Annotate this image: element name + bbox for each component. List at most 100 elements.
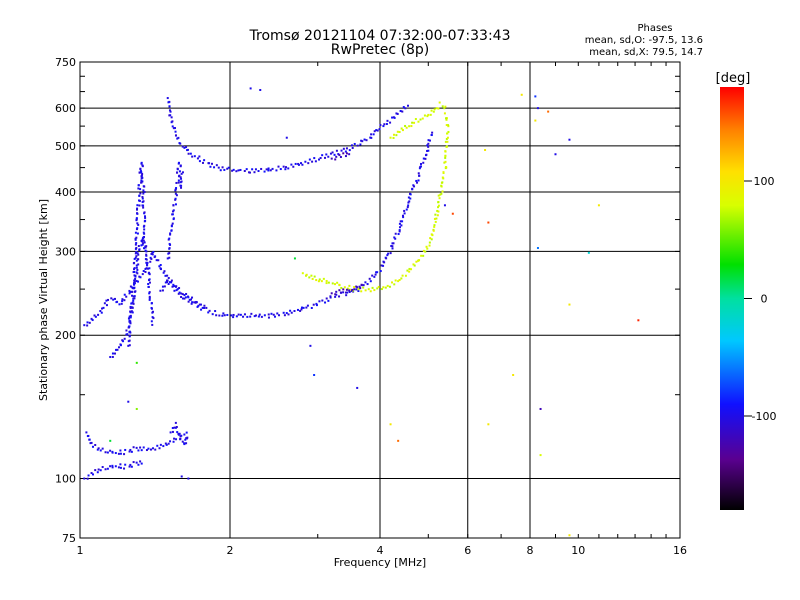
echo-point bbox=[195, 301, 198, 304]
colorbar bbox=[720, 87, 744, 510]
echo-point bbox=[331, 151, 334, 154]
echo-point bbox=[151, 252, 154, 255]
phase-info-o: mean, sd,O: -97.5, 13.6 bbox=[585, 35, 703, 46]
echo-point bbox=[137, 184, 140, 187]
echo-point bbox=[111, 355, 114, 358]
echo-point bbox=[145, 261, 148, 264]
echo-point bbox=[406, 206, 409, 209]
echo-point bbox=[139, 170, 142, 173]
echo-point bbox=[131, 294, 134, 297]
echo-point bbox=[395, 134, 398, 137]
echo-point bbox=[276, 312, 279, 315]
echo-point bbox=[357, 290, 360, 293]
echo-point bbox=[118, 346, 121, 349]
echo-point bbox=[135, 446, 138, 449]
echo-point bbox=[321, 299, 324, 302]
echo-point bbox=[196, 157, 199, 160]
echo-point bbox=[138, 275, 141, 278]
echo-point bbox=[311, 160, 314, 163]
echo-point bbox=[128, 316, 131, 319]
echo-point bbox=[133, 295, 136, 298]
echo-point bbox=[284, 168, 287, 171]
colorbar-tick-label: -100 bbox=[752, 410, 777, 423]
echo-point bbox=[428, 244, 431, 247]
echo-point bbox=[373, 275, 376, 278]
echo-point bbox=[96, 471, 99, 474]
echo-point bbox=[97, 468, 100, 471]
echo-point bbox=[277, 165, 280, 168]
echo-point bbox=[361, 140, 364, 143]
echo-point bbox=[325, 297, 328, 300]
echo-point bbox=[140, 161, 143, 164]
scatter-point bbox=[313, 374, 316, 377]
echo-point bbox=[150, 320, 153, 323]
echo-point bbox=[129, 448, 132, 451]
echo-point bbox=[143, 211, 146, 214]
x-tick-label: 4 bbox=[377, 544, 384, 557]
echo-point bbox=[282, 165, 285, 168]
echo-point bbox=[123, 467, 126, 470]
echo-point bbox=[139, 460, 142, 463]
echo-point bbox=[96, 448, 99, 451]
echo-point bbox=[199, 303, 202, 306]
echo-point bbox=[308, 276, 311, 279]
echo-point bbox=[129, 463, 132, 466]
echo-point bbox=[168, 237, 171, 240]
echo-point bbox=[140, 171, 143, 174]
echo-point bbox=[158, 447, 161, 450]
echo-point bbox=[344, 291, 347, 294]
echo-point bbox=[427, 145, 430, 148]
echo-point bbox=[130, 465, 133, 468]
scatter-point bbox=[637, 319, 640, 322]
echo-point bbox=[415, 260, 418, 263]
scatter-point bbox=[487, 221, 490, 224]
scatter-point bbox=[536, 247, 539, 250]
echo-point bbox=[190, 298, 193, 301]
echo-point bbox=[148, 273, 151, 276]
echo-point bbox=[425, 153, 428, 156]
echo-point bbox=[117, 466, 120, 469]
echo-point bbox=[285, 166, 288, 169]
echo-point bbox=[93, 314, 96, 317]
echo-point bbox=[177, 136, 180, 139]
echo-point bbox=[230, 314, 233, 317]
echo-point bbox=[135, 280, 138, 283]
echo-point bbox=[104, 468, 107, 471]
echo-point bbox=[147, 447, 150, 450]
echo-point bbox=[142, 236, 145, 239]
echo-point bbox=[139, 446, 142, 449]
echo-point bbox=[444, 154, 447, 157]
scatter-point bbox=[285, 136, 288, 139]
echo-point bbox=[198, 155, 201, 158]
echo-point bbox=[433, 224, 436, 227]
y-tick-label: 600 bbox=[55, 102, 76, 115]
echo-point bbox=[417, 120, 420, 123]
echo-point bbox=[399, 220, 402, 223]
echo-point bbox=[387, 252, 390, 255]
echo-point bbox=[308, 158, 311, 161]
echo-point bbox=[149, 260, 152, 263]
echo-point bbox=[111, 450, 114, 453]
echo-point bbox=[106, 467, 109, 470]
echo-point bbox=[177, 181, 180, 184]
echo-point bbox=[177, 432, 180, 435]
echo-point bbox=[338, 289, 341, 292]
echo-point bbox=[414, 118, 417, 121]
echo-point bbox=[181, 440, 184, 443]
echo-point bbox=[223, 314, 226, 317]
echo-point bbox=[394, 232, 397, 235]
scatter-point bbox=[127, 400, 130, 403]
echo-point bbox=[370, 136, 373, 139]
echo-point bbox=[167, 442, 170, 445]
echo-point bbox=[441, 181, 444, 184]
echo-point bbox=[382, 264, 385, 267]
echo-point bbox=[389, 121, 392, 124]
echo-point bbox=[219, 169, 222, 172]
echo-point bbox=[174, 127, 177, 130]
echo-point bbox=[99, 469, 102, 472]
echo-point bbox=[140, 244, 143, 247]
echo-point bbox=[130, 450, 133, 453]
echo-point bbox=[444, 160, 447, 163]
chart-subtitle: RwPretec (8p) bbox=[331, 42, 429, 58]
echo-point bbox=[353, 288, 356, 291]
